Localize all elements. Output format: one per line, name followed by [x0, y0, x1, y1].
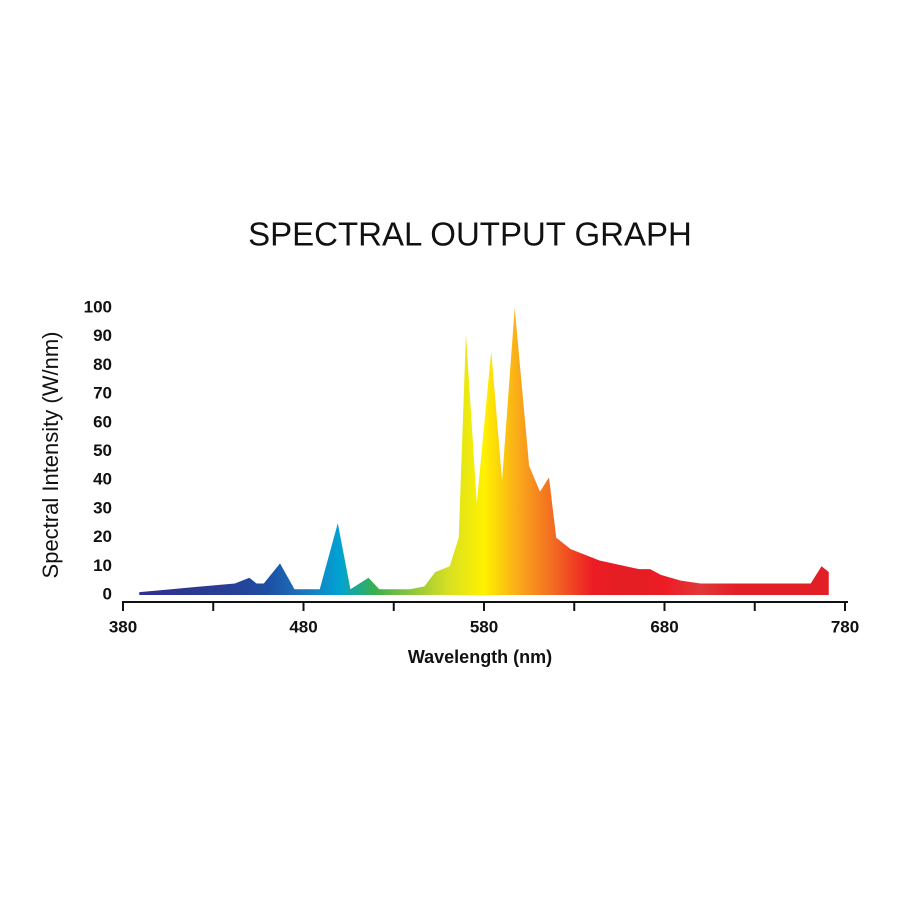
y-tick-label: 80	[93, 355, 112, 374]
y-axis-label: Spectral Intensity (W/nm)	[38, 332, 63, 579]
y-tick-label: 60	[93, 412, 112, 431]
y-tick-label: 100	[84, 297, 112, 316]
x-tick-label: 580	[470, 617, 498, 636]
y-tick-label: 20	[93, 527, 112, 546]
x-tick-label: 380	[109, 617, 137, 636]
y-tick-label: 40	[93, 470, 112, 489]
y-tick-label: 90	[93, 326, 112, 345]
x-tick-label: 480	[289, 617, 317, 636]
y-tick-label: 30	[93, 498, 112, 517]
y-tick-label: 10	[93, 556, 112, 575]
y-tick-label: 50	[93, 441, 112, 460]
x-tick-label: 680	[650, 617, 678, 636]
y-tick-label: 70	[93, 384, 112, 403]
spectrum-area	[139, 308, 829, 595]
x-tick-label: 780	[831, 617, 859, 636]
y-tick-label: 0	[103, 584, 112, 603]
x-axis-label: Wavelength (nm)	[408, 647, 552, 667]
chart-title: SPECTRAL OUTPUT GRAPH	[248, 216, 692, 253]
